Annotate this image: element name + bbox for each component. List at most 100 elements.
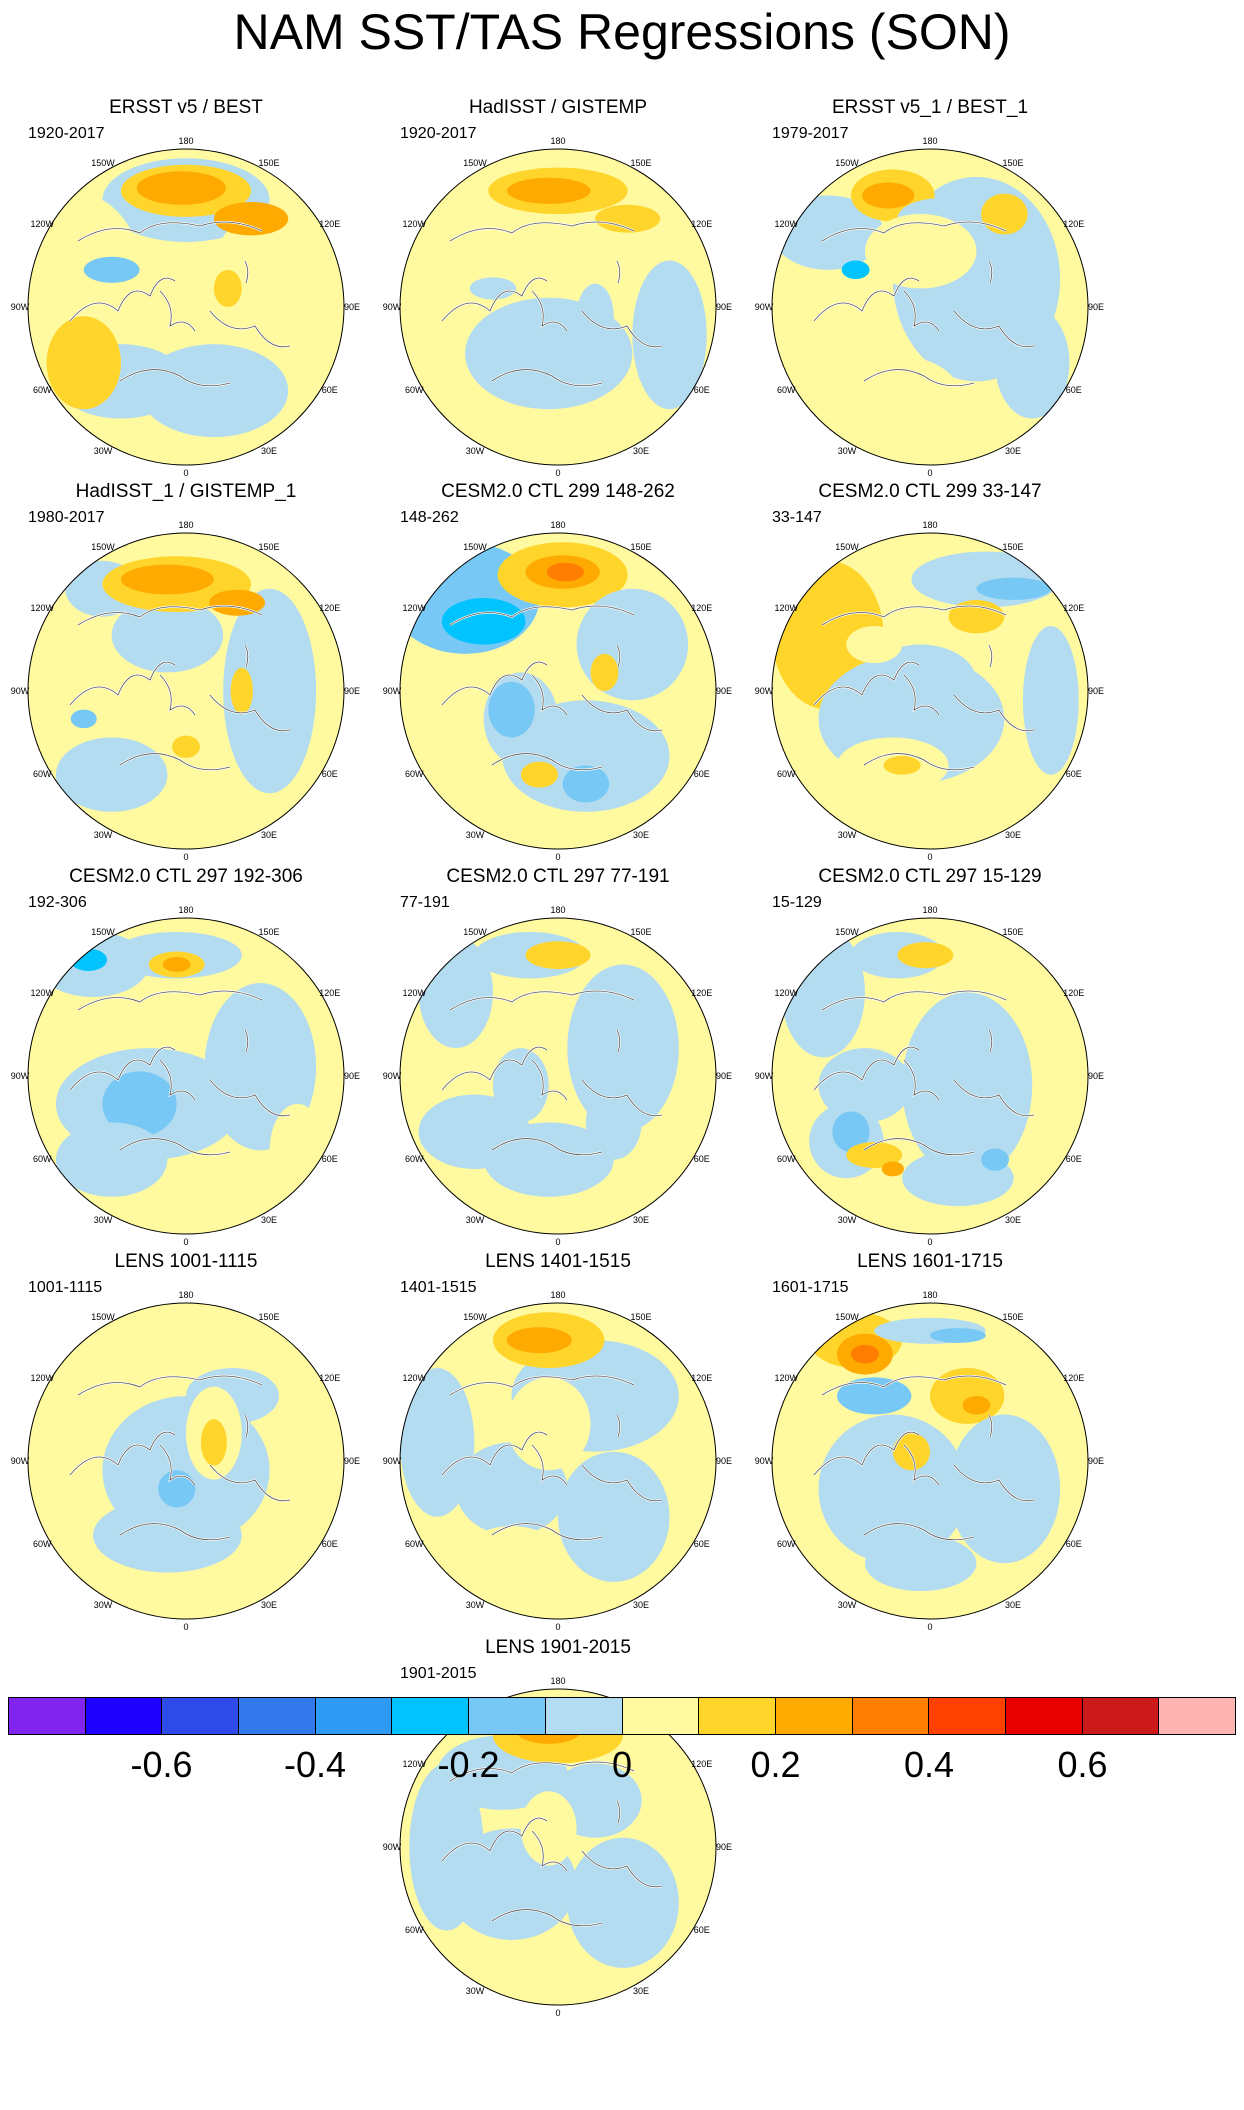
coastline — [863, 1138, 975, 1156]
panel-title: ERSST v5_1 / BEST_1 — [831, 97, 1029, 118]
longitude-label: 120W — [402, 988, 426, 998]
map-panel: CESM2.0 CTL 297 77-191 180 150E 120E 90E 60E 3… — [372, 866, 744, 1246]
coastline — [69, 1046, 176, 1091]
longitude-label: 150W — [463, 1312, 487, 1322]
colorbar-swatch — [852, 1698, 930, 1734]
longitude-label: 90W — [11, 302, 30, 312]
coastline — [813, 277, 920, 322]
coastline — [77, 990, 263, 1011]
anomaly-region — [883, 756, 921, 775]
anomaly-region — [83, 256, 140, 283]
panel-year-range: 1601-1715 — [772, 1279, 849, 1296]
panel-title: HadISST_1 / GISTEMP_1 — [75, 481, 297, 502]
coastline — [77, 221, 263, 242]
coastline — [988, 1414, 993, 1438]
longitude-label: 30E — [261, 446, 277, 456]
longitude-label: 120W — [30, 219, 54, 229]
longitude-label: 60E — [1066, 1539, 1082, 1549]
longitude-label: 120E — [319, 219, 340, 229]
longitude-label: 150W — [91, 927, 115, 937]
anomaly-region — [809, 353, 958, 428]
anomaly-region — [488, 681, 535, 738]
longitude-label: 30E — [633, 1215, 649, 1225]
longitude-label: 120W — [30, 988, 54, 998]
map-panel: CESM2.0 CTL 299 33-147 180 150E 120E 90E 60E 3… — [744, 481, 1116, 861]
longitude-label: 120W — [774, 219, 798, 229]
polar-map: 180 150E 120E 90E 60E 30E 0 30W 60W 90W 120W 150W — [755, 1290, 1104, 1631]
longitude-label: 30W — [466, 830, 485, 840]
longitude-label: 180 — [922, 1290, 937, 1300]
colorbar-tick-label: 0 — [611, 1744, 633, 1785]
longitude-label: 0 — [183, 1237, 188, 1246]
longitude-label: 30E — [633, 446, 649, 456]
coastline — [209, 694, 291, 732]
coastline — [449, 1761, 635, 1782]
anomaly-region — [558, 1451, 670, 1582]
panel-year-range: 1001-1115 — [28, 1279, 103, 1296]
anomaly-region — [995, 307, 1070, 419]
polar-map: 180 150E 120E 90E 60E 30E 0 30W 60W 90W 120W 150W — [755, 520, 1104, 861]
longitude-label: 30E — [1005, 830, 1021, 840]
anomaly-region — [864, 1535, 977, 1592]
anomaly-region — [567, 1837, 679, 1968]
anomaly-region — [400, 1368, 475, 1517]
map-boundary — [27, 148, 345, 466]
panel-year-range: 148-262 — [400, 509, 459, 526]
panel-year-range: 1920-2017 — [28, 125, 105, 142]
map-boundary — [399, 1688, 717, 2006]
coastline — [616, 644, 621, 668]
anomaly-region — [492, 1048, 549, 1123]
anomaly-region — [506, 1327, 572, 1354]
longitude-label: 90W — [383, 1842, 402, 1852]
longitude-label: 90E — [1088, 1456, 1104, 1466]
anomaly-region — [837, 1377, 912, 1415]
longitude-label: 120E — [1063, 603, 1084, 613]
longitude-label: 180 — [178, 136, 193, 146]
longitude-label: 150E — [630, 542, 651, 552]
coastline — [441, 277, 548, 322]
longitude-label: 180 — [178, 520, 193, 530]
coastline — [903, 290, 940, 332]
longitude-label: 30E — [633, 1986, 649, 1996]
longitude-label: 0 — [183, 852, 188, 861]
anomaly-region — [209, 204, 340, 373]
longitude-label: 30W — [94, 1600, 113, 1610]
coastline — [159, 1059, 196, 1101]
anomaly-region — [902, 992, 1033, 1179]
longitude-label: 150W — [91, 158, 115, 168]
coastline — [581, 694, 663, 732]
longitude-label: 60E — [1066, 1154, 1082, 1164]
longitude-label: 180 — [178, 905, 193, 915]
longitude-label: 60E — [322, 769, 338, 779]
colorbar-swatch — [1005, 1698, 1083, 1734]
longitude-label: 60E — [322, 1154, 338, 1164]
coastline — [69, 1431, 176, 1476]
longitude-label: 90W — [11, 1071, 30, 1081]
longitude-label: 90E — [716, 302, 732, 312]
map-panel: LENS 1901-2015180150E120E90E60E30E030W60… — [372, 1637, 744, 2017]
map-panel: CESM2.0 CTL 297 15-129 180 150E 120E 90E 60E 3… — [744, 866, 1116, 1246]
coastline — [159, 290, 196, 332]
longitude-label: 60E — [1066, 769, 1082, 779]
coastline — [821, 605, 1007, 626]
anomaly-region — [846, 1141, 903, 1169]
longitude-label: 180 — [550, 520, 565, 530]
coastline — [903, 674, 940, 716]
longitude-label: 120W — [402, 219, 426, 229]
longitude-label: 150W — [463, 158, 487, 168]
colorbar-swatch — [1159, 1698, 1235, 1734]
polar-map: 180 150E 120E 90E 60E 30E 0 30W 60W 90W 120W 150W — [755, 136, 1104, 477]
longitude-label: 150W — [835, 1312, 859, 1322]
panel-year-range: 77-191 — [400, 894, 450, 911]
anomaly-region — [818, 1048, 912, 1123]
map-panel: LENS 1401-1515 180 150E 120E 90E 60E 30E 0 30W 60… — [372, 1251, 744, 1631]
longitude-label: 120W — [774, 603, 798, 613]
longitude-label: 0 — [555, 1622, 560, 1631]
longitude-label: 0 — [555, 852, 560, 861]
longitude-label: 60E — [694, 385, 710, 395]
longitude-label: 60W — [777, 1154, 796, 1164]
colorbar-swatch — [469, 1698, 546, 1734]
coastline — [449, 1375, 635, 1396]
anomaly-region — [948, 599, 1005, 634]
longitude-label: 30E — [261, 1600, 277, 1610]
